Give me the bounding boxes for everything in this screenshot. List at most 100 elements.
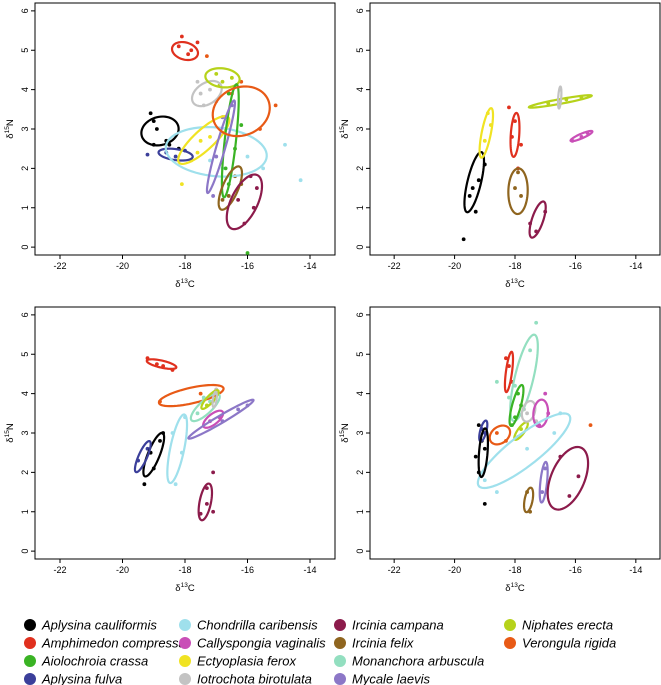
point-acau <box>142 482 147 487</box>
ellipse-cvag <box>569 129 594 143</box>
legend-label-efer: Ectyoplasia ferox <box>197 654 296 669</box>
panel-top-left: -22 -20 -18 -16 -14 0 1 2 3 4 5 6 δ13C δ15N <box>4 2 336 290</box>
point-ccar <box>208 158 212 163</box>
ellipse-icam <box>528 200 547 239</box>
x-tick-label: -16 <box>241 261 254 271</box>
point-ifel <box>220 197 225 202</box>
ellipse-aful <box>157 147 194 162</box>
point-ibir <box>195 79 200 84</box>
x-axis-label: δ13C <box>175 278 195 290</box>
point-ifel <box>519 194 523 198</box>
y-axis-label: δ15N <box>4 423 16 443</box>
point-efer <box>208 134 212 139</box>
ellipse-ibir <box>190 79 223 108</box>
point-ibir <box>525 411 529 416</box>
ellipse-ifel <box>507 167 529 216</box>
point-ifel <box>516 170 520 175</box>
y-tick-label: 0 <box>355 549 365 554</box>
point-efer <box>179 182 184 187</box>
point-icam <box>211 470 216 475</box>
point-ibir <box>198 91 203 96</box>
legend-swatch-ifel <box>334 637 346 649</box>
legend-swatch-aful <box>24 673 36 685</box>
x-tick-label: -20 <box>448 261 461 271</box>
point-mlae <box>236 407 241 412</box>
y-tick-label: 1 <box>355 205 365 210</box>
point-acom <box>513 119 517 124</box>
legend-label-acra: Aiolochroia crassa <box>41 654 148 669</box>
ellipse-acra <box>508 383 525 427</box>
point-ifel <box>513 186 517 190</box>
point-mlae <box>211 194 216 198</box>
point-ibir <box>208 87 212 92</box>
point-acau <box>148 111 153 116</box>
point-acau <box>482 446 487 451</box>
ellipse-acau <box>463 150 486 214</box>
y-tick-label: 1 <box>20 205 30 210</box>
ellipse-efer <box>177 115 231 166</box>
point-acau <box>461 237 466 242</box>
legend-swatch-mlae <box>334 673 346 685</box>
ellipse-mlae <box>187 398 255 440</box>
point-marb <box>528 348 533 353</box>
x-tick-label: -22 <box>53 565 66 575</box>
legend-swatch-ibir <box>179 673 191 685</box>
ellipse-ibir <box>211 390 218 409</box>
ellipse-marb <box>509 333 539 423</box>
legend-swatch-marb <box>334 655 346 667</box>
ellipse-ibir <box>520 399 537 423</box>
legend-label-nere: Niphates erecta <box>522 618 613 633</box>
y-tick-label: 5 <box>355 48 365 53</box>
point-aful <box>173 154 178 159</box>
point-ccar <box>173 482 178 487</box>
ellipse-icam <box>197 482 214 522</box>
point-ccar <box>525 446 529 451</box>
point-acau <box>473 454 478 459</box>
ellipse-mlae <box>538 460 549 504</box>
x-tick-label: -20 <box>448 565 461 575</box>
point-acom <box>507 105 511 110</box>
x-tick-label: -22 <box>388 261 401 271</box>
legend-label-vrig: Verongula rigida <box>522 636 616 651</box>
point-nere <box>229 75 234 80</box>
legend-swatch-cvag <box>179 637 191 649</box>
point-acau <box>467 194 472 198</box>
point-acom <box>519 142 523 147</box>
point-vrig <box>273 103 278 108</box>
legend-label-ccar: Chondrilla caribensis <box>197 618 318 633</box>
y-tick-label: 0 <box>355 245 365 250</box>
y-tick-label: 4 <box>355 391 365 396</box>
legend-swatch-acau <box>24 619 36 631</box>
x-tick-label: -18 <box>508 261 521 271</box>
y-tick-label: 3 <box>355 126 365 131</box>
point-efer <box>195 150 200 155</box>
plot-data <box>461 85 594 242</box>
ellipse-ccar <box>476 412 572 490</box>
x-tick-label: -16 <box>569 565 582 575</box>
ellipse-ccar <box>166 413 189 485</box>
ellipse-acau <box>140 115 180 147</box>
x-tick-label: -16 <box>241 565 254 575</box>
x-tick-label: -14 <box>303 565 316 575</box>
legend-swatch-acom <box>24 637 36 649</box>
point-mlae <box>543 466 548 471</box>
x-tick-label: -22 <box>388 565 401 575</box>
y-axis-label: δ15N <box>339 423 351 443</box>
ellipse-icam <box>546 445 590 511</box>
point-ccar <box>283 142 287 147</box>
ellipse-vrig <box>211 85 271 138</box>
x-tick-label: -18 <box>178 261 191 271</box>
point-nere <box>220 79 225 84</box>
point-mlae <box>540 490 545 494</box>
point-acom <box>186 52 191 57</box>
legend-label-acom: Amphimedon compressa <box>41 636 186 651</box>
point-ccar <box>482 478 487 483</box>
point-acra <box>245 251 250 255</box>
y-tick-label: 6 <box>355 312 365 317</box>
y-tick-label: 6 <box>20 312 30 317</box>
x-tick-label: -18 <box>178 565 191 575</box>
point-vrig <box>198 391 203 396</box>
ellipse-ibir <box>556 85 563 110</box>
ellipse-ifel <box>522 486 535 514</box>
point-acau <box>158 438 162 443</box>
